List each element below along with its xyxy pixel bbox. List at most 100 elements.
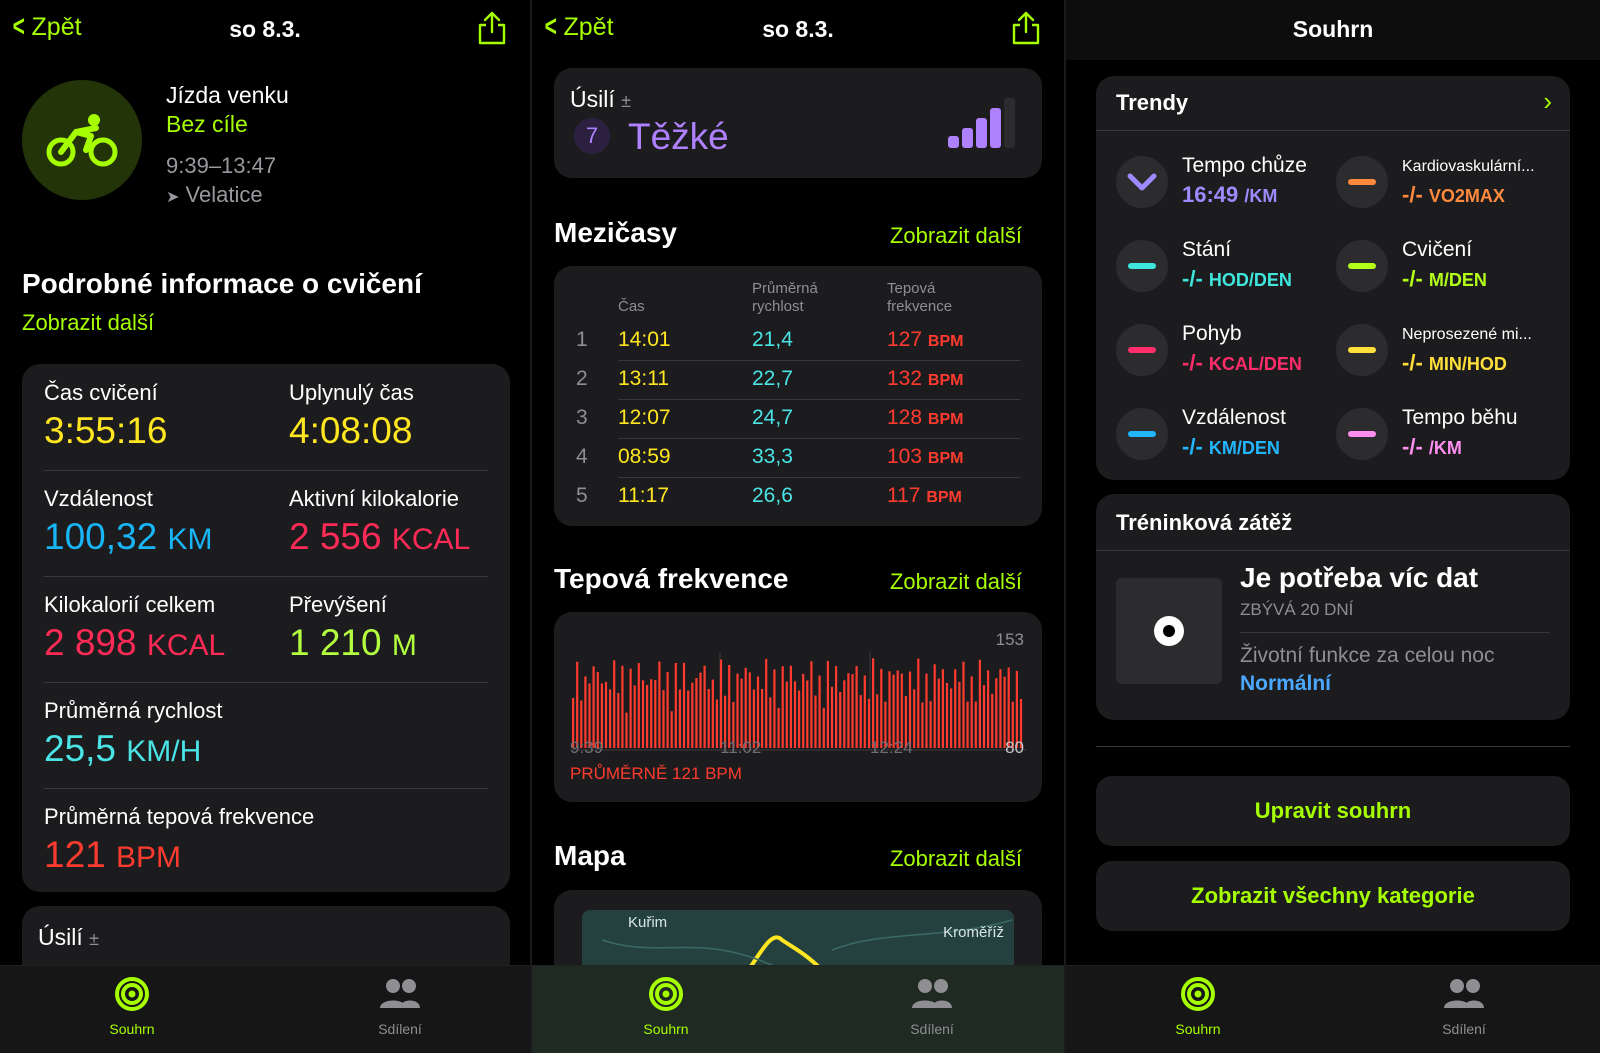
split-number: 4: [576, 445, 588, 468]
trend-stand[interactable]: Stání -/- HOD/DEN: [1116, 234, 1346, 304]
splits-show-more[interactable]: Zobrazit další: [889, 223, 1022, 248]
show-more-link[interactable]: Zobrazit další: [22, 310, 155, 335]
trend-value-number: -/-: [1402, 434, 1423, 459]
trend-value: -/- MIN/HOD: [1402, 350, 1507, 376]
tab-sharing[interactable]: Sdílení: [350, 976, 450, 1037]
trend-stand-minutes[interactable]: Neprosezené mi... -/- MIN/HOD: [1336, 318, 1566, 388]
workout-goal: Bez cíle: [166, 111, 248, 137]
hr-bar: [769, 697, 772, 748]
edit-summary-button[interactable]: Upravit souhrn: [1096, 776, 1570, 846]
trend-value-number: -/-: [1182, 266, 1203, 291]
avg-hr-label: Průměrná tepová frekvence: [44, 804, 315, 829]
tab-summary[interactable]: Souhrn: [82, 976, 182, 1037]
hr-bar: [1011, 701, 1014, 748]
training-load-remaining: ZBÝVÁ 20 DNÍ: [1240, 600, 1354, 619]
hr-bar: [822, 707, 825, 748]
nav-bar: Souhrn: [1066, 0, 1600, 60]
split-hr: 103 BPM: [887, 445, 963, 469]
effort-card[interactable]: Úsilí ± 7 Těžké: [554, 68, 1042, 178]
hr-bar: [687, 690, 690, 748]
hr-bar: [978, 659, 981, 748]
hr-bar: [876, 694, 879, 748]
split-speed: 33,3: [752, 445, 793, 468]
trend-vo2max[interactable]: Kardiovaskulární... -/- VO2MAX: [1336, 150, 1566, 220]
trend-running-pace[interactable]: Tempo běhu -/- /KM: [1336, 402, 1566, 472]
map-show-more[interactable]: Zobrazit další: [889, 846, 1022, 871]
training-load-graphic: [1116, 578, 1222, 684]
chevron-right-icon[interactable]: ›: [1543, 86, 1552, 116]
total-kcal-unit: KCAL: [146, 629, 226, 662]
trend-distance[interactable]: Vzdálenost -/- KM/DEN: [1116, 402, 1346, 472]
trend-value-number: -/-: [1402, 266, 1423, 291]
back-button[interactable]: < Zpět: [10, 12, 82, 42]
training-load-card[interactable]: Tréninková zátěž Je potřeba víc dat ZBÝV…: [1096, 494, 1570, 720]
hr-bar: [904, 695, 907, 748]
map-place-kromeriz: Kroměříž: [943, 924, 1004, 941]
avg-hr-value: 121 BPM: [44, 834, 181, 876]
split-hr-unit: BPM: [927, 411, 964, 428]
tab-summary-label: Souhrn: [643, 1021, 689, 1037]
training-load-heading: Tréninková zátěž: [1116, 510, 1293, 535]
hr-bar: [806, 680, 809, 748]
split-hr-value: 132: [887, 367, 923, 390]
tab-summary[interactable]: Souhrn: [1148, 976, 1248, 1037]
hr-bar: [646, 685, 649, 748]
total-kcal-label: Kilokalorií celkem: [44, 592, 216, 617]
activity-rings-icon: [115, 977, 149, 1011]
split-hr-value: 127: [887, 328, 923, 351]
hr-bar: [962, 661, 965, 748]
hr-bar: [933, 664, 936, 748]
tab-summary[interactable]: Souhrn: [616, 976, 716, 1037]
back-button[interactable]: < Zpět: [542, 12, 614, 42]
split-time: 13:11: [618, 367, 669, 390]
trend-value-unit: M/DEN: [1428, 270, 1487, 290]
split-hr-unit: BPM: [927, 333, 964, 350]
back-label: Zpět: [563, 12, 614, 41]
hr-bar: [900, 673, 903, 748]
show-all-categories-button[interactable]: Zobrazit všechny kategorie: [1096, 861, 1570, 931]
hr-bar: [691, 682, 694, 748]
nav-title: Souhrn: [1292, 16, 1374, 42]
workout-time-range: 9:39–13:47: [166, 153, 277, 178]
hr-bar: [777, 707, 780, 748]
tab-sharing[interactable]: Sdílení: [1414, 976, 1514, 1037]
active-kcal-number: 2 556: [289, 516, 382, 557]
hr-bar: [633, 685, 636, 748]
heart-rate-chart: [570, 652, 1026, 751]
elapsed-time-label: Uplynulý čas: [289, 380, 414, 405]
effort-level: Těžké: [628, 116, 729, 157]
avg-hr-number: 121: [44, 834, 106, 875]
hr-bar: [954, 669, 957, 748]
panel-separator: [530, 0, 532, 1053]
trend-move[interactable]: Pohyb -/- KCAL/DEN: [1116, 318, 1346, 388]
share-icon[interactable]: [476, 10, 508, 46]
hr-bar: [666, 672, 669, 748]
trend-value-unit: /KM: [1428, 438, 1462, 458]
row-divider: [618, 477, 1020, 478]
hr-bar: [892, 674, 895, 748]
heart-rate-chart-card[interactable]: 153 9:39 11:02 12:24 80 PRŮMĚRNĚ 121 BPM: [554, 612, 1042, 802]
hr-bar: [662, 690, 665, 748]
tab-sharing[interactable]: Sdílení: [882, 976, 982, 1037]
hr-bar: [604, 681, 608, 748]
share-icon[interactable]: [1010, 10, 1042, 46]
row-divider: [618, 399, 1020, 400]
hr-bar: [925, 673, 928, 748]
divider: [44, 470, 488, 471]
target-icon: [1154, 616, 1184, 646]
col-time-header: Čas: [618, 298, 645, 315]
hr-bar: [609, 689, 612, 748]
tab-bar: Souhrn Sdílení: [1066, 965, 1600, 1053]
split-speed: 26,6: [752, 484, 793, 507]
hr-bar: [707, 689, 710, 748]
hr-tick-1: 9:39: [570, 738, 604, 757]
trend-exercise[interactable]: Cvičení -/- M/DEN: [1336, 234, 1566, 304]
hr-bar: [872, 658, 875, 748]
heart-rate-show-more[interactable]: Zobrazit další: [889, 569, 1022, 594]
effort-bars-icon: [948, 98, 1015, 148]
trend-walking-pace[interactable]: Tempo chůze 16:49 /KM: [1116, 150, 1346, 220]
workout-location: ➤ Velatice: [166, 182, 263, 208]
total-kcal-value: 2 898 KCAL: [44, 622, 225, 664]
hr-bar: [847, 673, 850, 748]
hr-bar: [736, 673, 739, 748]
